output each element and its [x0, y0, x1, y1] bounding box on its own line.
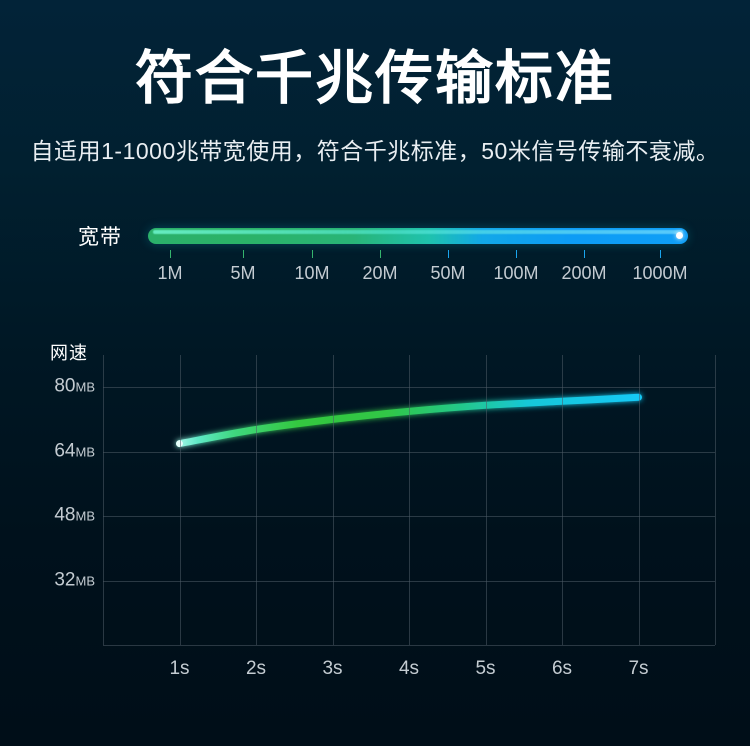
chart-y-tick-value: 64 — [54, 440, 76, 462]
chart-gridline-vertical — [180, 355, 181, 645]
chart-y-axis-title: 网速 — [50, 343, 88, 363]
chart-y-axis-labels: 32MB 48MB 64MB 80MB — [0, 355, 95, 645]
bandwidth-tick-label: 1000M — [632, 263, 688, 283]
bandwidth-tick-label: 20M — [362, 263, 398, 283]
chart-gridline-vertical — [715, 355, 716, 645]
chart-y-tick-value: 48 — [54, 504, 76, 526]
chart-gridline-vertical — [409, 355, 410, 645]
chart-x-tick-label: 1s — [169, 658, 190, 679]
chart-gridline-horizontal — [103, 387, 715, 388]
chart-gridline-vertical — [486, 355, 487, 645]
chart-gridline-vertical — [256, 355, 257, 645]
bandwidth-tick-mark — [584, 250, 585, 258]
chart-x-axis-labels: 1s 2s 3s 4s 5s 6s 7s — [0, 658, 750, 684]
chart-gridline-vertical — [639, 355, 640, 645]
chart-y-tick-label: 64MB — [54, 440, 96, 463]
chart-gridline-vertical — [333, 355, 334, 645]
bandwidth-tick-mark — [660, 250, 661, 258]
chart-x-tick-label: 6s — [551, 658, 573, 679]
chart-plot-area — [103, 355, 716, 646]
chart-y-tick-value: 80 — [54, 375, 76, 397]
bandwidth-tick-label: 100M — [493, 263, 539, 283]
bandwidth-tick-label: 10M — [294, 263, 330, 283]
chart-gridline-horizontal — [103, 516, 715, 517]
bandwidth-tick-mark — [170, 250, 171, 258]
chart-y-tick-label: 48MB — [54, 504, 96, 527]
chart-y-tick-value: 32 — [54, 569, 76, 591]
chart-y-axis-line — [103, 355, 104, 645]
bandwidth-meter: 宽带 1M 5M 10M 20M 50M 100M 200M 1000M — [0, 210, 750, 295]
bandwidth-tick-label: 1M — [157, 263, 183, 283]
bandwidth-tick-mark — [380, 250, 381, 258]
chart-y-tick-label: 32MB — [54, 569, 96, 592]
bandwidth-slider-knob[interactable] — [676, 232, 683, 239]
chart-y-tick-unit: MB — [75, 379, 96, 395]
page-subtitle: 自适用1-1000兆带宽使用，符合千兆标准，50米信号传输不衰减。 — [30, 138, 720, 164]
bandwidth-tick-label: 200M — [561, 263, 607, 283]
bandwidth-bar-track — [148, 228, 688, 244]
chart-x-axis-line — [103, 645, 715, 646]
bandwidth-label: 宽带 — [78, 226, 122, 249]
bandwidth-tick-mark — [312, 250, 313, 258]
page-title: 符合千兆传输标准 — [134, 46, 615, 111]
bandwidth-tick-mark — [243, 250, 244, 258]
chart-x-tick-label: 5s — [475, 658, 496, 679]
chart-x-tick-label: 3s — [322, 658, 343, 679]
bandwidth-tick-mark — [448, 250, 449, 258]
chart-y-tick-label: 80MB — [54, 375, 96, 398]
chart-y-tick-unit: MB — [75, 444, 96, 460]
chart-y-tick-unit: MB — [75, 573, 96, 589]
chart-x-tick-label: 7s — [628, 658, 649, 679]
bandwidth-bar-gloss — [153, 230, 683, 234]
bandwidth-tick-mark — [516, 250, 517, 258]
chart-gridline-vertical — [562, 355, 563, 645]
chart-y-tick-unit: MB — [75, 508, 96, 524]
chart-x-tick-label: 4s — [398, 658, 420, 679]
bandwidth-tick-label: 50M — [430, 263, 466, 283]
speed-curve-start-point — [176, 440, 183, 447]
chart-gridline-horizontal — [103, 581, 715, 582]
bandwidth-slider[interactable] — [148, 228, 688, 248]
chart-x-tick-label: 2s — [245, 658, 267, 679]
chart-gridline-horizontal — [103, 452, 715, 453]
network-speed-chart: 网速 32MB 48MB 64MB 80MB — [0, 330, 750, 700]
bandwidth-tick-label: 5M — [230, 263, 256, 283]
